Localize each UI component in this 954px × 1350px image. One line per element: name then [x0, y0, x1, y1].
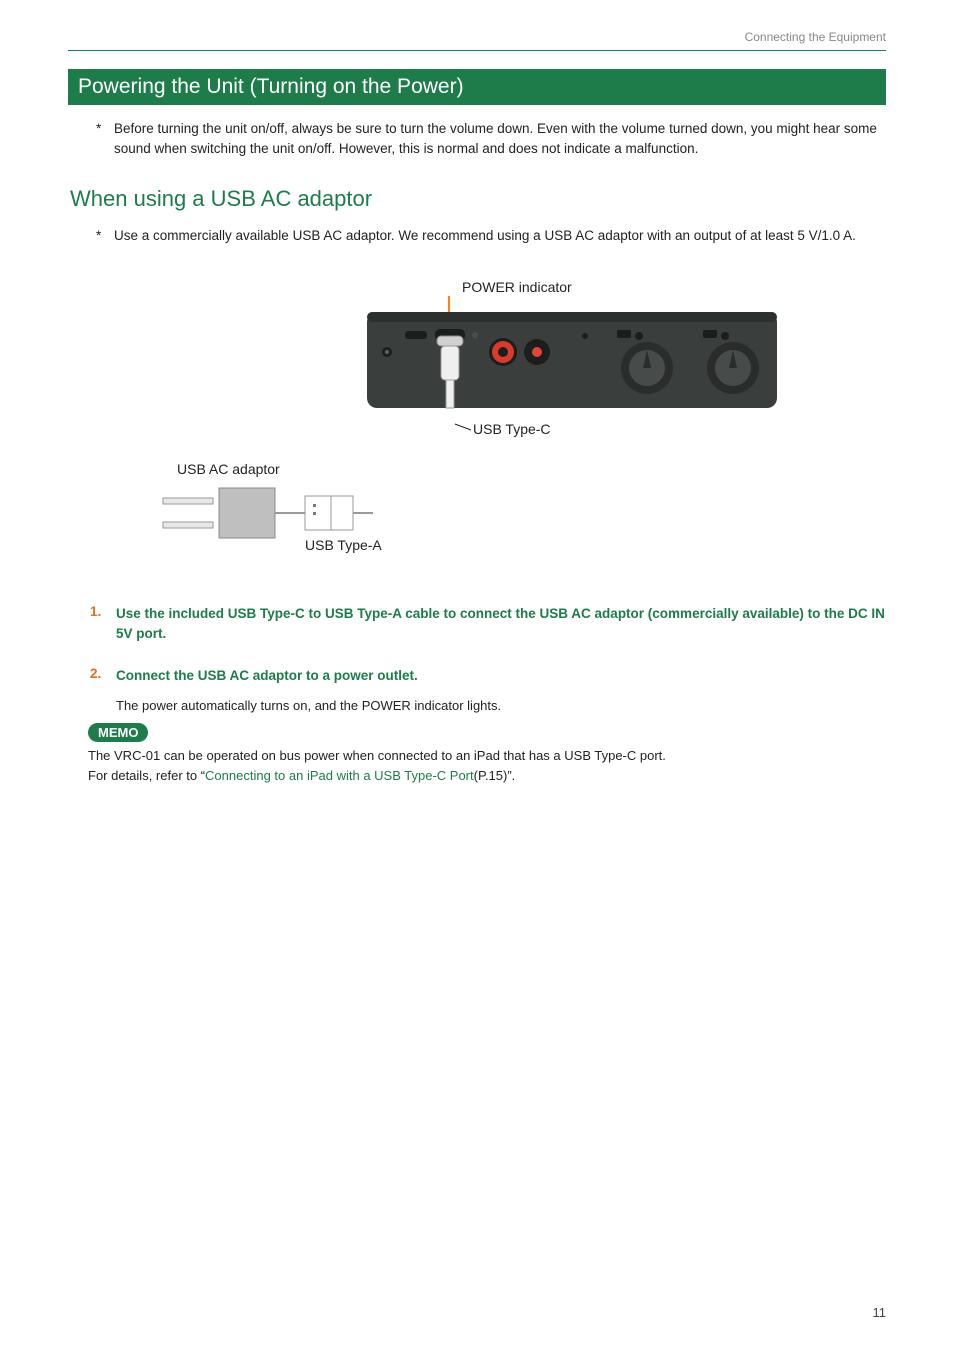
page-number: 11	[873, 1305, 887, 1320]
step-2-result: The power automatically turns on, and th…	[116, 698, 886, 713]
adaptor	[163, 488, 305, 538]
subsection-heading: When using a USB AC adaptor	[70, 186, 886, 212]
note-text-1: Before turning the unit on/off, always b…	[114, 119, 886, 158]
usb-a-plug	[305, 496, 373, 530]
device-body	[367, 312, 777, 408]
subsection-heading-text: When using a USB AC adaptor	[70, 186, 372, 211]
label-power-indicator: POWER indicator	[462, 279, 572, 295]
step-text: Use the included USB Type-C to USB Type-…	[116, 604, 886, 645]
section-heading-text: Powering the Unit (Turning on the Power)	[78, 75, 464, 98]
section-heading-bar: Powering the Unit (Turning on the Power)	[68, 69, 886, 105]
steps-list: 1. Use the included USB Type-C to USB Ty…	[90, 604, 886, 687]
label-usb-type-c: USB Type-C	[473, 421, 551, 437]
asterisk-icon: *	[96, 226, 114, 246]
step-number: 1.	[90, 604, 116, 645]
memo-line-2: For details, refer to “Connecting to an …	[88, 766, 886, 786]
step-1: 1. Use the included USB Type-C to USB Ty…	[90, 604, 886, 645]
asterisk-icon: *	[96, 119, 114, 158]
memo-text: The VRC-01 can be operated on bus power …	[88, 746, 886, 785]
step-number: 2.	[90, 666, 116, 686]
memo-badge: MEMO	[88, 723, 148, 742]
breadcrumb: Connecting the Equipment	[68, 30, 886, 51]
memo-line-1: The VRC-01 can be operated on bus power …	[88, 746, 886, 766]
memo-link[interactable]: Connecting to an iPad with a USB Type-C …	[205, 768, 474, 783]
memo-line-2-prefix: For details, refer to “	[88, 768, 205, 783]
diagram-svg: POWER indicator	[157, 274, 797, 574]
breadcrumb-text: Connecting the Equipment	[745, 30, 886, 44]
page: Connecting the Equipment Powering the Un…	[0, 0, 954, 1350]
step-2: 2. Connect the USB AC adaptor to a power…	[90, 666, 886, 686]
diagram: POWER indicator	[68, 274, 886, 574]
memo-badge-text: MEMO	[98, 725, 138, 740]
label-usb-type-a: USB Type-A	[305, 537, 382, 553]
label-usb-ac-adaptor: USB AC adaptor	[177, 461, 280, 477]
memo-line-2-suffix: (P.15)”.	[474, 768, 516, 783]
notes-block-2: * Use a commercially available USB AC ad…	[96, 226, 886, 246]
notes-block-1: * Before turning the unit on/off, always…	[96, 119, 886, 158]
step-text: Connect the USB AC adaptor to a power ou…	[116, 666, 418, 686]
note-text-2: Use a commercially available USB AC adap…	[114, 226, 856, 246]
